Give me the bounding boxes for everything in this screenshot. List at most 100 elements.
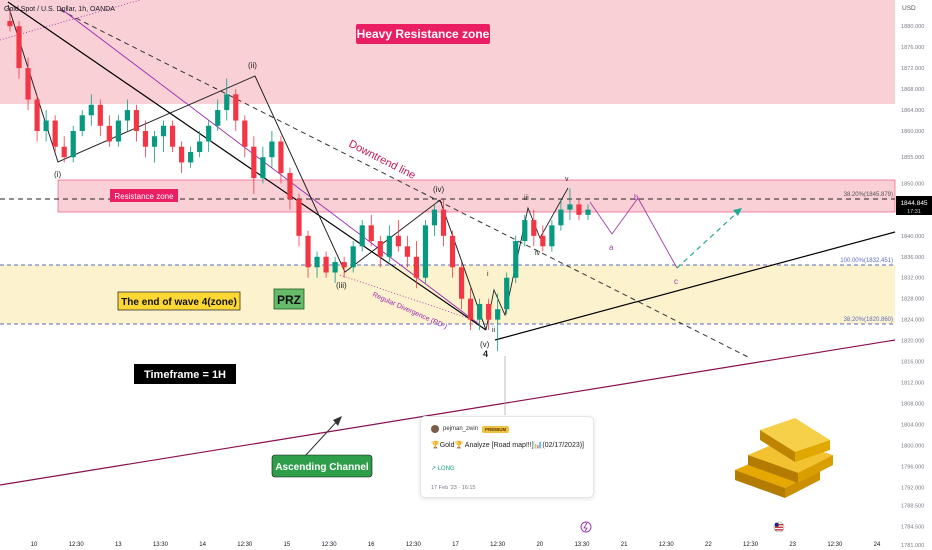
time-tick-label: 17	[452, 542, 459, 548]
candle-body	[70, 131, 76, 158]
candlestick-series	[7, 10, 591, 352]
price-tick-label: 1804.000	[901, 422, 924, 428]
candle-body	[43, 120, 49, 132]
candle-body	[422, 225, 429, 278]
candle-body	[124, 110, 131, 121]
time-tick-label: 12:30	[237, 542, 253, 548]
price-tick-label: 1880.000	[901, 24, 924, 30]
candle-body	[178, 146, 185, 163]
candle-body	[540, 235, 546, 247]
price-tick-label: 1784.500	[901, 525, 924, 531]
wave-label-ii: (ii)	[248, 61, 257, 70]
price-tick-label: 1836.000	[901, 255, 924, 261]
price-tick-label: 1864.000	[901, 108, 924, 114]
lightning-icon[interactable]	[580, 521, 592, 533]
countdown-text: 17:31	[907, 209, 921, 215]
fib-38-lower-label: 38.20%(1820.860)	[844, 317, 893, 323]
time-tick-label: 10	[31, 542, 38, 548]
divergence-dotted-line	[339, 274, 481, 323]
time-tick-label: 14	[199, 542, 206, 548]
time-tick-label: 12:30	[490, 542, 506, 548]
wave4-zone-text: The end of wave 4(zone)	[121, 297, 237, 308]
candle-body	[332, 262, 338, 273]
time-tick-label: 12:30	[659, 542, 675, 548]
forecast-arrow-line	[676, 209, 741, 269]
candle-body	[52, 120, 58, 147]
subwave-label-iv: iv	[535, 250, 541, 257]
forecast-label-c: c	[674, 277, 678, 286]
price-tick-label: 1868.000	[901, 87, 924, 93]
idea-title[interactable]: 🏆Gold🏆 Analyze [Road map!!!]📊(02/17/2023…	[431, 442, 585, 449]
price-tick-label: 1800.000	[901, 443, 924, 449]
time-tick-label: 23	[789, 542, 796, 548]
time-tick-label: 12:30	[406, 542, 422, 548]
wave-label-i: (i)	[54, 170, 61, 179]
subwave-label-v: v	[565, 176, 569, 183]
candle-body	[97, 104, 103, 126]
candle-body	[323, 256, 329, 273]
candle-body	[431, 209, 438, 226]
price-tick-label: 1808.000	[901, 402, 924, 408]
idea-author[interactable]: pejman_zwin PREMIUM	[431, 425, 510, 433]
candle-body	[242, 120, 248, 147]
wave-label-iii: (iii)	[336, 281, 347, 290]
elliott-wave-path	[7, 4, 487, 331]
direction-label: ↗ LONG	[431, 466, 455, 472]
gold-bars-icon	[735, 418, 833, 498]
candle-body	[61, 146, 67, 158]
candle-body	[449, 235, 456, 268]
time-tick-label: 12:30	[743, 542, 759, 548]
candle-body	[188, 151, 194, 163]
candle-body	[558, 209, 564, 226]
idea-card[interactable]: pejman_zwin PREMIUM 🏆Gold🏆 Analyze [Road…	[420, 416, 594, 498]
forecast-label-a: a	[609, 243, 614, 252]
timeframe-text: Timeframe = 1H	[144, 369, 226, 381]
candle-body	[458, 267, 465, 299]
heavy-resistance-text: Heavy Resistance zone	[357, 27, 490, 41]
candle-body	[567, 204, 573, 210]
fib-100-label: 100.00%(1832.451)	[840, 258, 893, 264]
candle-body	[115, 120, 121, 142]
candle-body	[350, 246, 356, 268]
candle-body	[142, 131, 149, 147]
candle-body	[25, 68, 31, 100]
candle-body	[549, 225, 555, 247]
timeframe-label: Timeframe = 1H	[134, 364, 236, 384]
price-tick-label: 1812.000	[901, 381, 924, 387]
downtrend-solid-line	[7, 1, 487, 331]
wave-label-iv: (iv)	[433, 185, 444, 194]
time-tick-label: 12:30	[69, 542, 85, 548]
price-tick-label: 1781.000	[901, 543, 924, 549]
time-tick-label: 12:30	[322, 542, 338, 548]
candle-body	[269, 141, 275, 158]
candle-body	[359, 225, 365, 247]
candle-body	[287, 172, 293, 200]
time-tick-label: 20	[536, 542, 543, 548]
downtrend-dashed-line	[59, 9, 751, 359]
prz-label: PRZ	[273, 288, 305, 310]
channel-upper-line	[494, 231, 896, 341]
currency-label: USD	[902, 5, 916, 12]
candle-body	[34, 99, 40, 132]
candle-body	[467, 298, 474, 320]
candle-body	[16, 26, 22, 69]
candle-body	[106, 125, 112, 142]
candle-body	[486, 303, 492, 320]
candle-body	[169, 125, 176, 147]
candle-body	[133, 110, 140, 132]
time-tick-label: 13	[115, 542, 122, 548]
price-tick-label: 1820.000	[901, 339, 924, 345]
candle-body	[477, 303, 483, 320]
resistance-zone-label: Resistance zone	[110, 189, 178, 202]
prz-text: PRZ	[277, 293, 301, 307]
price-tick-label: 1816.000	[901, 360, 924, 366]
us-flag-icon[interactable]	[773, 521, 785, 533]
time-tick-label: 12:30	[827, 542, 843, 548]
time-axis: 10 12:30 13 13:30 14 12:30 15 12:30 16 12:30 17 12:…	[31, 542, 881, 548]
heavy-resistance-label: Heavy Resistance zone	[356, 24, 490, 44]
wave4-zone-label: The end of wave 4(zone)	[117, 291, 241, 311]
candle-body	[576, 204, 582, 215]
candle-body	[377, 241, 383, 257]
time-tick-label: 13:30	[574, 542, 590, 548]
